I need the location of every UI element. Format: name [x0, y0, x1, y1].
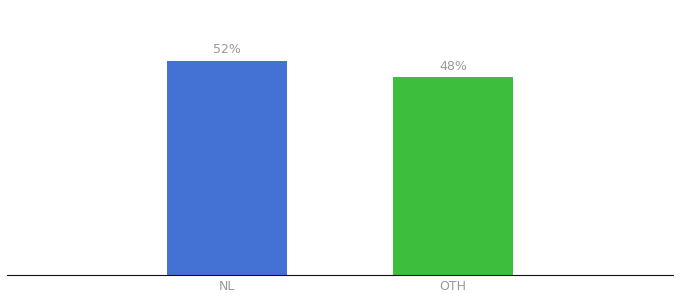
Text: 48%: 48%	[439, 60, 467, 73]
Bar	[167, 61, 287, 275]
Text: 52%: 52%	[213, 44, 241, 56]
Bar	[393, 77, 513, 275]
